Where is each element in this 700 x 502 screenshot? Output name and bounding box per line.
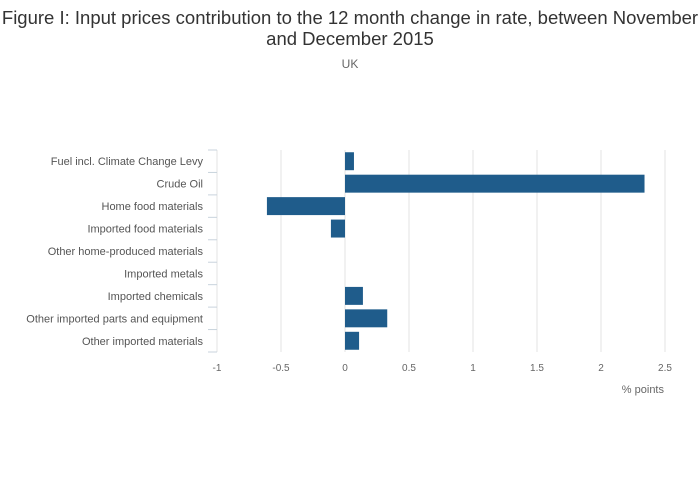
category-label: Imported chemicals bbox=[108, 291, 204, 303]
bars bbox=[266, 152, 645, 350]
bar bbox=[345, 309, 388, 328]
x-tick-label: 2.5 bbox=[658, 363, 672, 374]
category-label: Other imported materials bbox=[82, 336, 204, 348]
x-tick-label: 0 bbox=[342, 363, 348, 374]
category-label: Other imported parts and equipment bbox=[26, 313, 203, 325]
chart-subtitle: UK bbox=[341, 57, 359, 71]
x-tick-label: 1.5 bbox=[530, 363, 544, 374]
category-label: Home food materials bbox=[102, 201, 204, 213]
category-label: Other home-produced materials bbox=[48, 246, 204, 258]
x-tick-label: 2 bbox=[598, 363, 604, 374]
category-label: Fuel incl. Climate Change Levy bbox=[51, 156, 204, 168]
bar bbox=[345, 331, 360, 350]
x-axis-title: % points bbox=[622, 384, 665, 396]
category-labels: Fuel incl. Climate Change Levy Crude Oil H… bbox=[26, 156, 203, 348]
category-label: Imported food materials bbox=[87, 224, 203, 236]
x-tick-label: -1 bbox=[213, 363, 222, 374]
chart-title: Figure I: Input prices contribution to t… bbox=[1, 7, 699, 49]
bar bbox=[345, 152, 354, 171]
category-label: Crude Oil bbox=[157, 179, 203, 191]
bar bbox=[345, 174, 645, 193]
category-label: Imported metals bbox=[124, 268, 203, 280]
bar bbox=[266, 197, 345, 216]
bar bbox=[330, 219, 345, 238]
x-tick-label: -0.5 bbox=[272, 363, 290, 374]
x-tick-labels: -1 -0.5 0 0.5 1 1.5 2 2.5 bbox=[213, 363, 673, 374]
x-tick-label: 1 bbox=[470, 363, 476, 374]
bar bbox=[345, 286, 363, 305]
x-tick-label: 0.5 bbox=[402, 363, 416, 374]
